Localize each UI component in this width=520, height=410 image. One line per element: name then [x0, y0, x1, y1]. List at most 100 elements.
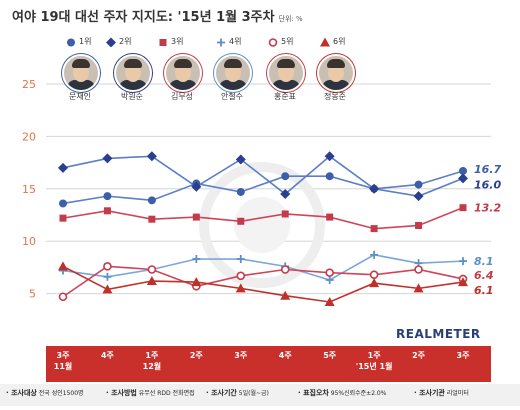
data-point: [370, 225, 378, 233]
data-point: [147, 196, 156, 205]
footer-item: · 조사대상 전국 성인1500명: [6, 388, 84, 398]
footer-item-detail: 5일(월~금): [236, 390, 269, 397]
legend-marker: [106, 37, 116, 47]
candidate-photo: [164, 54, 202, 92]
data-point: [413, 191, 424, 202]
end-label: 16.0: [474, 178, 501, 191]
candidate-photo: [114, 54, 152, 92]
footer-item-label: · 조사기관: [414, 389, 445, 397]
data-point: [324, 296, 335, 306]
data-point: [146, 276, 157, 286]
chart-title: 여야 19대 대선 주자 지지도: '15년 1월 3주차 단위: %: [12, 10, 303, 25]
data-point: [58, 292, 68, 302]
footer-item-detail: 95%신뢰수준±2.0%: [328, 390, 387, 397]
data-point: [414, 180, 423, 189]
seal-ring: [199, 162, 325, 288]
data-point: [103, 207, 111, 215]
x-tick-label: 3주: [234, 351, 248, 360]
data-point: [459, 166, 467, 175]
data-point: [459, 257, 467, 266]
data-point: [146, 151, 157, 162]
x-tick-label: 4주: [278, 351, 292, 360]
series-line-5: [62, 265, 464, 298]
data-point: [58, 261, 68, 271]
data-point: [281, 172, 290, 181]
end-label: 8.1: [474, 255, 494, 268]
candidate-photo: [214, 54, 252, 92]
footer-item: · 조사기관 리얼미터: [414, 388, 469, 398]
data-point: [192, 255, 201, 264]
legend-item: 1위: [66, 36, 91, 47]
data-point: [326, 213, 334, 221]
x-tick-label: 2주: [412, 351, 426, 360]
data-point: [369, 183, 380, 194]
data-point: [320, 37, 330, 46]
candidate-photo: [317, 54, 355, 92]
data-point: [58, 162, 68, 173]
x-tick-label: 3주 11월: [53, 351, 73, 371]
x-axis-band: [46, 346, 491, 382]
candidate-name: 안철수: [220, 92, 244, 101]
candidate-name: 박원순: [120, 92, 144, 101]
end-label: 16.7: [474, 163, 501, 176]
data-point: [370, 250, 379, 259]
footer-item-label: · 조사방법: [106, 389, 137, 397]
data-point: [414, 265, 423, 274]
candidate-name: 정몽준: [323, 92, 347, 101]
data-point: [59, 214, 67, 222]
legend-item: 6위: [320, 36, 345, 47]
data-point: [325, 172, 334, 181]
data-point: [268, 37, 278, 47]
candidate-name: 김무성: [170, 92, 194, 101]
legend-item: 2위: [106, 36, 131, 47]
data-point: [459, 204, 467, 212]
y-tick-label: 5: [29, 288, 36, 301]
data-point: [103, 262, 112, 271]
end-label: 6.4: [474, 269, 494, 282]
x-tick-label: 5주: [323, 351, 337, 360]
data-point: [458, 173, 468, 184]
end-label: 13.2: [474, 202, 501, 215]
legend-label: 2위: [119, 37, 132, 46]
end-label: 6.1: [474, 284, 494, 297]
legend: 1위 2위 3위 4위 5위 6위: [0, 36, 520, 50]
y-axis-ticks: 5 10 15 20 25: [22, 78, 36, 301]
watermark-seal: [199, 162, 325, 288]
data-point: [325, 268, 334, 277]
x-tick-label: 1주 '15년 1월: [355, 351, 393, 371]
end-labels: 16.7 16.0 13.2 8.16.4 6.1: [474, 163, 501, 297]
data-point: [413, 283, 424, 293]
series-line-6: [62, 265, 464, 303]
x-tick-label: 4주: [100, 351, 114, 360]
x-tick-label: 3주: [456, 351, 470, 360]
footer-item-detail: 리얼미터: [444, 390, 469, 397]
legend-label: 1위: [79, 37, 92, 46]
legend-marker: [67, 38, 75, 46]
series-line-3: [62, 206, 464, 230]
y-tick-label: 25: [22, 78, 36, 91]
legend-label: 4위: [229, 37, 242, 46]
y-tick-label: 10: [22, 235, 36, 248]
footer-item-detail: 유무선 RDD 전화면접: [136, 390, 195, 397]
footer-item-label: · 표집오차: [298, 389, 329, 397]
footer-item-label: · 조사기간: [206, 389, 237, 397]
data-point: [369, 278, 380, 288]
data-point: [236, 271, 246, 281]
candidate-photo: [267, 54, 305, 92]
data-point: [147, 265, 157, 274]
series-line-4: [62, 253, 464, 281]
series-line-2: [62, 155, 464, 197]
data-point: [236, 187, 245, 196]
series-markers: [58, 151, 468, 306]
data-point: [324, 151, 335, 162]
legend-marker: [268, 37, 278, 47]
data-point: [59, 199, 67, 208]
data-point: [191, 181, 202, 192]
data-point: [192, 213, 200, 221]
data-point: [281, 210, 289, 218]
footer-item: · 조사기간 5일(월~금): [206, 388, 269, 398]
footer-item-label: · 조사대상: [6, 389, 37, 397]
candidate-name: 문재인: [68, 92, 92, 101]
legend-item: 5위: [268, 36, 293, 47]
